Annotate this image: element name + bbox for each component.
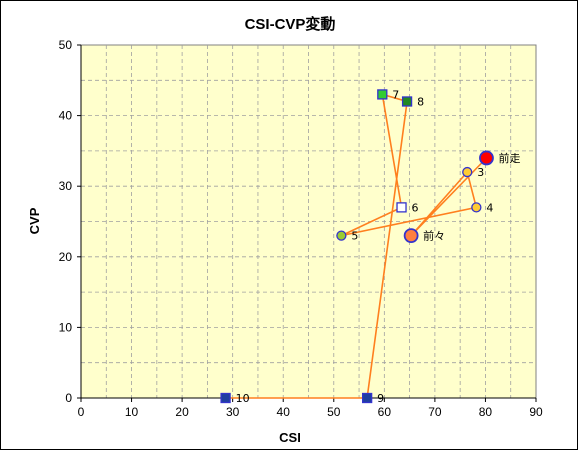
chart-title: CSI-CVP変動 <box>245 15 336 33</box>
y-tick-label: 10 <box>59 320 73 334</box>
x-tick-label: 30 <box>226 405 240 419</box>
y-tick-label: 20 <box>59 250 73 264</box>
x-tick-label: 20 <box>175 405 189 419</box>
data-point-10 <box>220 392 231 404</box>
x-tick-label: 80 <box>479 405 493 419</box>
data-point-4 <box>471 202 482 213</box>
data-points <box>220 89 494 404</box>
y-tick-label: 0 <box>65 391 72 405</box>
x-tick-label: 10 <box>125 405 139 419</box>
series-line <box>225 93 488 399</box>
tick-labels: 0 10 20 30 40 50 60 70 80 90 0 10 20 30 40 50 <box>59 38 543 419</box>
y-tick-label: 50 <box>59 38 73 52</box>
y-tick-label: 40 <box>59 109 73 123</box>
data-point-7 <box>377 89 388 100</box>
point-label-4: 4 <box>486 201 493 214</box>
grid-lines <box>80 45 536 399</box>
point-label-前々: 前々 <box>423 229 445 243</box>
x-tick-label: 0 <box>78 405 85 419</box>
x-tick-label: 70 <box>428 405 442 419</box>
series-polyline <box>225 93 488 399</box>
point-label-10: 10 <box>236 392 250 405</box>
data-point-前走 <box>479 150 494 166</box>
point-label-8: 8 <box>417 95 424 108</box>
point-label-6: 6 <box>412 201 419 214</box>
y-axis-label: CVP <box>27 207 42 234</box>
x-tick-label: 90 <box>529 405 543 419</box>
data-point-8 <box>401 96 413 107</box>
point-label-7: 7 <box>392 88 399 101</box>
x-axis-label: CSI <box>279 430 301 445</box>
point-label-前走: 前走 <box>498 151 520 165</box>
data-point-6 <box>396 202 407 213</box>
point-label-9: 9 <box>377 392 384 405</box>
y-tick-label: 30 <box>59 179 73 193</box>
x-tick-label: 60 <box>378 405 392 419</box>
x-tick-label: 50 <box>327 405 341 419</box>
data-point-9 <box>361 392 373 404</box>
data-point-5 <box>336 230 347 241</box>
x-tick-label: 40 <box>277 405 291 419</box>
point-label-3: 3 <box>477 166 484 179</box>
point-label-5: 5 <box>351 230 358 243</box>
data-point-3 <box>462 166 473 178</box>
data-point-前々 <box>403 228 419 244</box>
